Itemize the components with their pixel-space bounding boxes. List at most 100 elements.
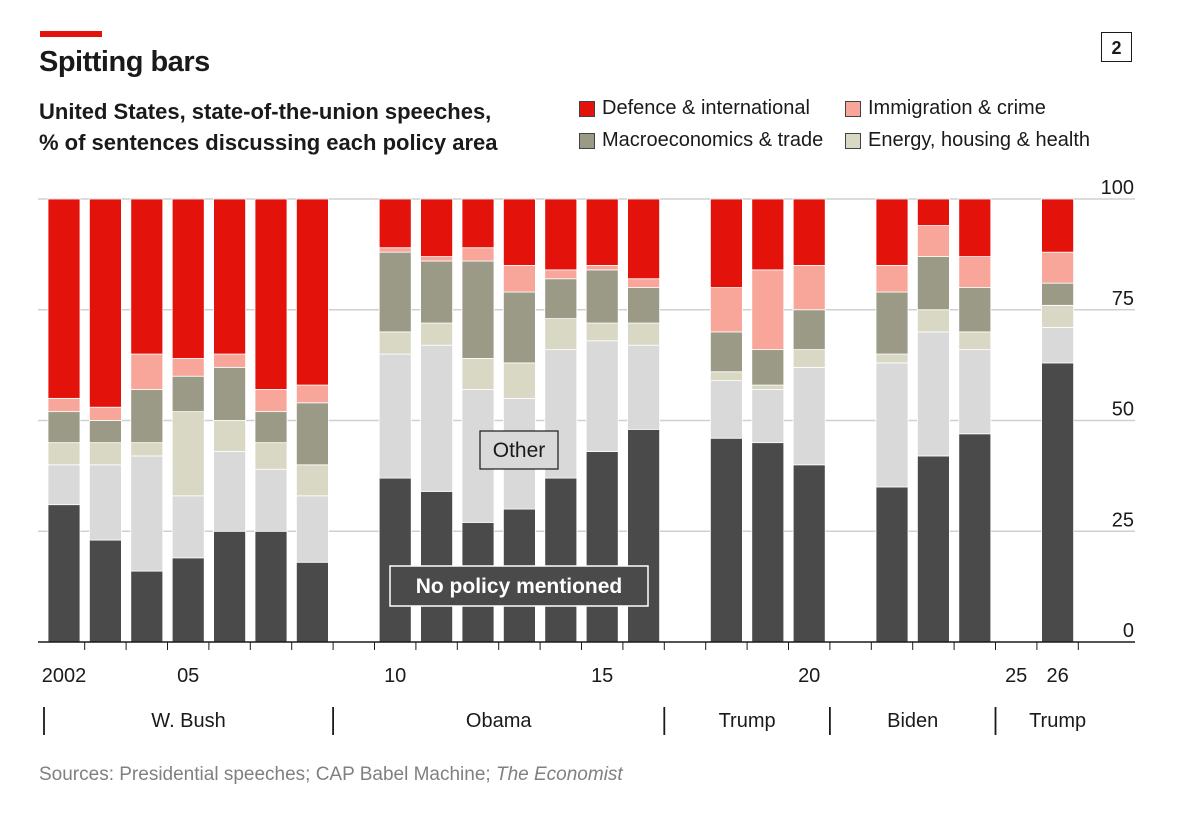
y-tick-label-100: 100 [1101,177,1134,199]
bar-2002-other [47,464,81,506]
bar-2019-macro [751,349,785,386]
bar-2012-immig [461,247,495,262]
bar-2013-energy [502,362,536,399]
bar-2018-other [710,380,743,439]
bar-2019-energy [751,384,785,390]
bar-2011-macro [420,260,454,324]
bar-2022-immig [875,265,909,293]
bar-2010-immig [378,247,412,253]
bar-2024-other [958,349,992,435]
bar-2026-none [1041,362,1074,643]
bar-2019-defence [751,198,785,271]
y-tick-label-75: 75 [1112,288,1134,310]
annotation-box-other [479,430,559,470]
bar-2020-energy [792,349,826,368]
bar-2002-none [47,504,81,643]
bar-2004-immig [130,353,164,390]
legend-label-immigration: Immigration & crime [868,97,1046,119]
bar-2024-none [958,433,992,643]
bar-2010-energy [378,331,412,355]
bar-2004-energy [130,442,164,457]
bar-2007-none [254,530,288,643]
bar-2019-immig [751,269,785,351]
bar-2018-none [710,437,743,643]
bar-2016-immig [627,278,660,288]
bar-2015-macro [585,269,619,324]
bar-2005-defence [171,198,205,359]
legend-swatch-energy [845,132,861,149]
bar-2018-macro [710,331,743,373]
legend-item-energy: Energy, housing & health [845,129,1090,152]
bar-2024-macro [958,287,992,333]
annotation-other: Other [493,439,546,462]
president-label-4: Trump [1029,710,1086,732]
bar-2006-immig [213,353,247,368]
bar-2008-energy [295,464,329,497]
bar-2022-macro [875,291,909,355]
bar-2002-immig [47,397,81,413]
bar-2026-immig [1041,251,1074,284]
bar-2020-other [792,366,826,466]
bar-2010-none [378,477,412,643]
bar-2002-macro [47,411,81,444]
bar-2011-other [420,344,454,492]
bar-2006-defence [213,198,247,355]
bar-2015-none [585,451,619,643]
annotation-box-no-policy [389,565,649,607]
bar-2013-macro [502,291,536,364]
subtitle-line-2: % of sentences discussing each policy ar… [39,130,498,155]
x-tick-label-15: 15 [591,665,613,687]
bar-2014-none [544,477,578,643]
red-accent-rule [40,31,102,37]
bar-2023-macro [917,256,950,311]
x-tick-label-20: 20 [798,665,820,687]
bar-2004-defence [130,198,164,355]
chart-title: Spitting bars [39,46,210,78]
bar-2020-defence [792,198,826,266]
president-label-2: Trump [719,710,776,732]
y-tick-label-0: 0 [1123,620,1134,642]
source-publication: The Economist [495,764,623,785]
bar-2026-macro [1041,282,1074,306]
bar-2020-none [792,464,826,643]
bar-2005-other [171,495,205,559]
bar-2008-macro [295,402,329,466]
bar-2010-macro [378,251,412,333]
legend-swatch-macro [579,132,595,149]
president-label-0: W. Bush [151,710,225,732]
bar-2003-other [89,464,122,541]
bar-2022-other [875,362,909,488]
bar-2004-macro [130,389,164,444]
bar-2022-defence [875,198,909,266]
bar-2003-immig [89,406,122,421]
bar-2008-defence [295,198,329,386]
bar-2023-none [917,455,950,643]
bar-2006-other [213,451,247,532]
bar-2008-none [295,561,329,643]
x-tick-label-25: 25 [1005,665,1027,687]
bar-2026-energy [1041,304,1074,328]
bar-2015-energy [585,322,619,342]
legend-item-immigration: Immigration & crime [845,97,1046,120]
bar-2014-immig [544,269,578,280]
bar-2008-immig [295,384,329,404]
bar-2015-other [585,340,619,452]
bar-2014-defence [544,198,578,271]
bar-2006-none [213,530,247,643]
bar-2020-macro [792,309,826,351]
bar-2007-immig [254,389,288,413]
source-note: Sources: Presidential speeches; CAP Babe… [39,764,623,786]
legend-label-defence: Defence & international [602,97,810,119]
bar-2026-defence [1041,198,1074,253]
bar-2022-none [875,486,909,643]
bar-2016-none [627,428,660,643]
president-label-3: Biden [887,710,938,732]
bar-2004-none [130,570,164,643]
bar-2002-defence [47,198,81,399]
bar-2019-none [751,442,785,643]
bar-2005-none [171,557,205,643]
legend-item-defence: Defence & international [579,97,810,120]
bar-2007-defence [254,198,288,390]
annotation-no-policy: No policy mentioned [416,575,623,598]
